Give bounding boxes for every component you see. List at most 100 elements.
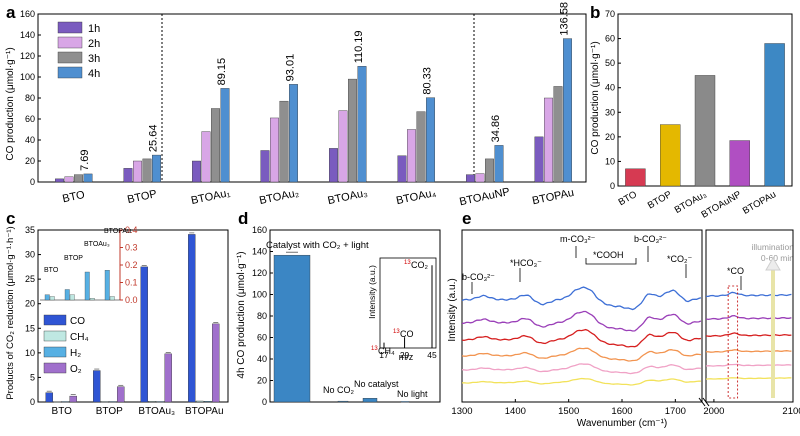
d-inset-peak-sup: 13 xyxy=(371,346,378,352)
c-inset-bar xyxy=(84,271,90,301)
a-ytick-label: 160 xyxy=(20,9,35,19)
b-xtick-label: BTOP xyxy=(646,189,674,211)
a-value-label: 89.15 xyxy=(216,58,228,86)
a-legend-label: 4h xyxy=(88,68,100,80)
c-ytick-label: 35 xyxy=(25,225,35,235)
a-legend-label: 1h xyxy=(88,23,100,35)
e-xtick-label: 1500 xyxy=(558,406,579,417)
e-spectrum-line xyxy=(705,332,792,337)
b-ytick-label: 0 xyxy=(610,181,615,191)
c-ytick-label: 30 xyxy=(25,250,35,260)
b-xtick-label: BTOAuNP xyxy=(700,189,744,221)
e-spectrum-line xyxy=(705,363,792,367)
a-bar xyxy=(152,154,161,183)
a-frame xyxy=(37,13,587,183)
e-annotation-hco3: *HCO₃⁻ xyxy=(510,258,542,268)
d-ylabel: 4h CO production (μmol·g⁻¹) xyxy=(236,251,247,378)
e-axis-break xyxy=(702,397,710,407)
a-ytick-label: 80 xyxy=(25,93,35,103)
a-bar xyxy=(220,88,230,183)
e-xlabel: Wavenumber (cm⁻¹) xyxy=(577,418,667,429)
a-ytick-label: 20 xyxy=(25,156,35,166)
c-legend-label: H₂ xyxy=(70,348,81,359)
d-ytick-label: 20 xyxy=(257,376,267,386)
c-inset-ytick-label: 0.2 xyxy=(125,260,138,270)
d-ytick-label: 140 xyxy=(252,247,267,257)
b-ytick-label: 10 xyxy=(605,156,615,166)
c-legend-label: CH₄ xyxy=(70,332,89,343)
a-bar xyxy=(142,158,152,183)
d-inset-xtick-label: 17 xyxy=(379,350,389,360)
a-ytick-label: 120 xyxy=(20,51,35,61)
c-frame xyxy=(37,229,229,403)
a-xtick-label: BTOAu₂ xyxy=(258,187,300,207)
a-bar xyxy=(83,173,93,183)
a-value-label: 80.33 xyxy=(422,67,434,95)
d-ytick-label: 120 xyxy=(252,268,267,278)
d-ytick-label: 80 xyxy=(257,311,267,321)
e-co-highlight xyxy=(727,285,739,399)
e-xtick-label: 2000 xyxy=(703,406,724,417)
d-inset-peak-sup: 13 xyxy=(404,260,411,266)
c-inset-bar xyxy=(44,294,50,301)
d-ytick-label: 100 xyxy=(252,290,267,300)
d-bar xyxy=(337,400,349,403)
b-ytick-label: 30 xyxy=(605,107,615,117)
a-legend-swatch xyxy=(57,21,83,34)
c-inset-label: BTO xyxy=(44,267,59,274)
a-bar xyxy=(55,178,64,183)
a-xtick-label: BTOPAu xyxy=(531,187,575,208)
a-bar xyxy=(407,129,416,183)
e-annotation-co: *CO xyxy=(727,266,744,276)
d-bar-label: Catalyst with CO₂ + light xyxy=(266,240,369,251)
a-ytick-label: 140 xyxy=(20,30,35,40)
e-right-frame xyxy=(705,229,794,403)
e-axis-break xyxy=(698,397,706,407)
c-inset-ytick-label: 0.3 xyxy=(125,243,138,253)
e-spectrum-line xyxy=(705,377,792,380)
e-annotation-m-co3: m-CO₃²⁻ xyxy=(560,234,596,244)
a-xtick-label: BTOAuNP xyxy=(458,186,511,208)
c-bar xyxy=(188,234,196,403)
e-spectrum-line xyxy=(461,286,702,311)
c-ytick-label: 25 xyxy=(25,274,35,284)
a-bar xyxy=(563,38,572,183)
a-ytick-label: 0 xyxy=(30,177,35,187)
b-bar xyxy=(729,140,750,187)
c-inset-label: BTOP xyxy=(64,255,83,262)
a-bar xyxy=(133,160,142,183)
d-ytick-label: 0 xyxy=(262,397,267,407)
d-ytick-label: 40 xyxy=(257,354,267,364)
e-xtick-label: 2100 xyxy=(782,406,800,417)
b-ytick-label: 70 xyxy=(605,9,615,19)
c-legend-label: CO xyxy=(70,316,85,327)
a-bar xyxy=(329,148,338,183)
e-annotation-co2: *CO₂⁻ xyxy=(667,254,692,264)
e-spectrum-line xyxy=(705,291,792,298)
b-ytick-label: 40 xyxy=(605,83,615,93)
a-bar xyxy=(192,160,201,183)
c-inset-ytick-label: 0.4 xyxy=(125,225,138,235)
e-illumination-1: illumination xyxy=(751,242,794,252)
d-ytick-label: 60 xyxy=(257,333,267,343)
c-bar xyxy=(45,392,53,403)
c-ytick-label: 10 xyxy=(25,348,35,358)
e-annotation-b-co3-2: b-CO₃²⁻ xyxy=(634,234,667,244)
a-bar xyxy=(211,108,220,183)
c-legend-swatch xyxy=(43,346,67,358)
a-bar xyxy=(494,145,504,183)
d-inset-xtick-label: 45 xyxy=(427,350,437,360)
c-bar xyxy=(53,401,61,403)
c-inset-label: BTOPAu xyxy=(104,228,131,235)
d-inset-xtick-label: 29 xyxy=(400,350,410,360)
d-bar xyxy=(273,254,311,403)
c-inset-ytick-label: 0.0 xyxy=(125,295,138,305)
e-spectrum-line xyxy=(461,377,701,386)
c-bar xyxy=(109,401,117,403)
a-value-label: 34.86 xyxy=(490,115,502,143)
c-bar xyxy=(196,400,204,403)
c-xtick-label: BTOAu₃ xyxy=(138,406,175,417)
a-bar xyxy=(416,111,426,183)
c-bar xyxy=(204,401,212,403)
